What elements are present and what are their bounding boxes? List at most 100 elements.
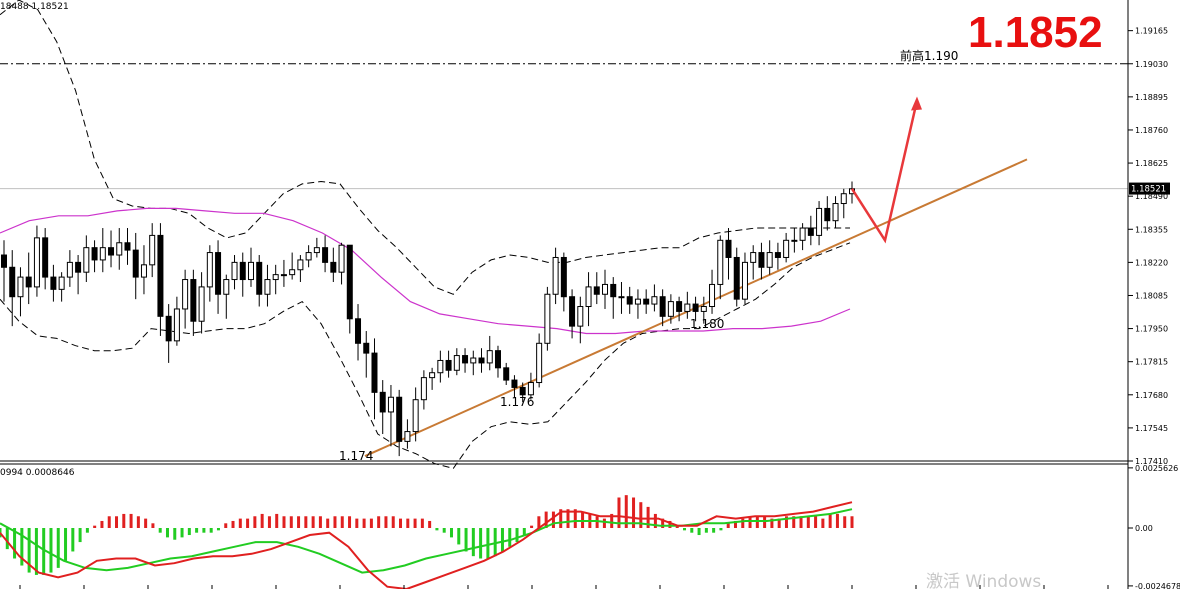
candle-body <box>791 239 798 242</box>
candle-body <box>783 239 790 258</box>
candle-body <box>247 261 254 281</box>
candle-body <box>725 239 732 258</box>
price-tick-label: 1.17545 <box>1135 424 1168 433</box>
price-tick-label: 1.18895 <box>1135 93 1168 102</box>
macd-histogram-bar <box>253 516 257 528</box>
candle-body <box>256 261 263 295</box>
macd-histogram-bar <box>690 528 694 533</box>
candle-body <box>363 342 370 354</box>
macd-histogram-bar <box>661 518 665 528</box>
macd-histogram-bar <box>333 516 337 528</box>
macd-histogram-bar <box>500 528 504 552</box>
macd-histogram-bar <box>107 516 111 528</box>
candle-body <box>832 203 839 222</box>
candle-body <box>289 269 296 276</box>
candle-body <box>462 355 469 364</box>
macd-histogram-bar <box>406 518 410 528</box>
macd-histogram-bar <box>683 528 687 531</box>
macd-histogram-bar <box>559 509 563 528</box>
candle-body <box>412 399 419 433</box>
macd-histogram-bar <box>595 516 599 528</box>
candle-body <box>157 234 164 317</box>
candle-body <box>346 244 353 320</box>
macd-histogram-bar <box>20 528 24 566</box>
candle-body <box>618 296 625 299</box>
candle-body <box>313 247 320 254</box>
candle-body <box>322 247 329 263</box>
price-tick-label: 1.18490 <box>1135 192 1168 201</box>
candle-body <box>387 396 394 413</box>
macd-histogram-bar <box>187 528 191 536</box>
candle-body <box>140 264 147 278</box>
candle-body <box>552 256 559 295</box>
macd-histogram-bar <box>340 516 344 528</box>
macd-histogram-bar <box>362 518 366 528</box>
candle-body <box>445 359 452 371</box>
candle-body <box>717 239 724 285</box>
macd-histogram-bar <box>64 528 68 561</box>
candle-body <box>149 234 156 266</box>
candle-body <box>799 227 806 241</box>
macd-histogram-bar <box>457 528 461 545</box>
macd-histogram-bar <box>369 518 373 528</box>
candle-body <box>577 306 584 327</box>
candle-body <box>659 296 666 317</box>
candle-body <box>17 276 24 298</box>
macd-histogram-bar <box>78 528 82 543</box>
macd-histogram-bar <box>435 528 439 531</box>
macd-histogram-bar <box>122 513 126 528</box>
candle-body <box>239 261 246 281</box>
forecast-arrow-line <box>850 100 919 244</box>
candle-body <box>429 372 436 379</box>
macd-histogram-bar <box>850 516 854 528</box>
macd-histogram-bar <box>610 513 614 528</box>
candle-body <box>470 357 477 364</box>
candle-body <box>124 242 131 251</box>
macd-histogram-bar <box>777 518 781 528</box>
moving-average-line <box>0 207 851 335</box>
macd-histogram-bar <box>828 513 832 528</box>
candle-body <box>50 276 57 290</box>
candle-body <box>272 274 279 281</box>
bollinger-upper-band <box>0 0 850 295</box>
candle-body <box>305 252 312 261</box>
price-tick-label: 1.18220 <box>1135 258 1168 267</box>
price-tick-label: 1.19165 <box>1135 27 1168 36</box>
macd-histogram-bar <box>471 528 475 557</box>
price-annotation: 1.176 <box>500 395 534 409</box>
macd-histogram-bar <box>173 528 177 540</box>
candle-body <box>824 207 831 222</box>
price-tick-label: 1.18625 <box>1135 159 1168 168</box>
macd-histogram-bar <box>763 516 767 528</box>
candle-body <box>807 227 814 236</box>
macd-histogram-bar <box>399 518 403 528</box>
candle-body <box>741 261 748 300</box>
candle-body <box>766 252 773 268</box>
macd-histogram-bar <box>420 518 424 528</box>
macd-histogram-bar <box>486 528 490 559</box>
macd-histogram-bar <box>573 509 577 528</box>
macd-histogram-bar <box>267 516 271 528</box>
candle-body <box>602 283 609 295</box>
macd-histogram-bar <box>632 497 636 528</box>
macd-histogram-bar <box>748 516 752 528</box>
candle-body <box>231 261 238 281</box>
macd-histogram-bar <box>304 516 308 528</box>
candle-body <box>280 274 287 277</box>
candle-body <box>355 318 362 344</box>
current-price-tag-label: 1.18521 <box>1131 185 1166 195</box>
candle-body <box>544 293 551 344</box>
macd-histogram-bar <box>413 518 417 528</box>
macd-histogram-bar <box>195 528 199 533</box>
candle-body <box>692 303 699 312</box>
candle-body <box>437 359 444 374</box>
candle-body <box>223 279 230 295</box>
candle-body <box>651 296 658 305</box>
candle-body <box>774 252 781 258</box>
price-tick-label: 1.18760 <box>1135 126 1168 135</box>
macd-histogram-bar <box>202 528 206 533</box>
candle-body <box>404 431 411 442</box>
macd-histogram-bar <box>442 528 446 533</box>
macd-histogram-bar <box>624 495 628 528</box>
